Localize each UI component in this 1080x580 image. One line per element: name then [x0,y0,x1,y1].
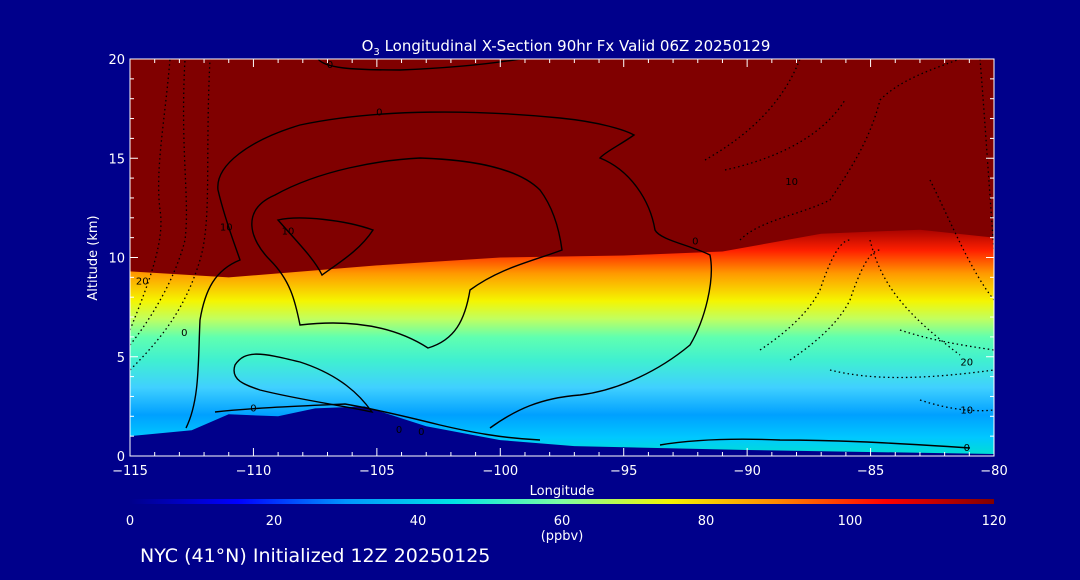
colorbar-tick-label: 0 [126,514,134,529]
colorbar-units: (ppbv) [541,529,584,544]
contour-inner [251,157,563,349]
colorbar-tick-label: 20 [266,514,283,529]
y-tick-label: 0 [117,450,125,465]
plot-area: 0 0 0 10 10 20 0 0 0 0 10 20 10 0 [130,59,994,456]
contour-label: 10 [960,405,973,416]
colorbar-tick-label: 80 [698,514,715,529]
colorbar-ticks: 0 20 40 60 80 100 120 [126,514,1007,529]
contour-label: 0 [396,425,402,436]
contour-east-surface [659,438,971,449]
contour-east-d [759,239,851,351]
contour-west-30 [130,59,211,371]
chart-title: O3 Longitudinal X-Section 90hr Fx Valid … [362,37,771,58]
contour-east-e [789,249,881,361]
x-tick-label: −105 [359,464,395,479]
x-axis: −115 −110 −105 −100 −95 −90 −85 −80 [112,59,1008,479]
y-axis-label: Altitude (km) [86,215,101,300]
x-axis-label: Longitude [530,484,595,499]
contour-label: 20 [960,358,973,369]
x-tick-label: −80 [980,464,1007,479]
contour-east-i [869,239,961,356]
contour-lines-solid [185,59,971,449]
y-tick-label: 20 [108,53,125,68]
contour-label: 10 [282,227,295,238]
contour-east-h [899,329,994,351]
contour-east-b [724,99,846,171]
y-tick-label: 5 [117,351,125,366]
contour-east-c [739,59,961,241]
y-tick-label: 15 [108,152,125,167]
colorbar-tick-label: 40 [410,514,427,529]
contour-tongue [276,217,375,277]
contour-label: 0 [376,108,382,119]
x-tick-label: −115 [112,464,148,479]
contour-label: 10 [220,223,233,234]
title-subscript: 3 [373,47,379,58]
contour-label: 20 [136,276,149,287]
terrain-mask [130,406,994,456]
contour-lower [233,353,374,414]
contour-label: 0 [327,60,333,71]
contour-label: 0 [250,403,256,414]
contour-outer [185,111,712,429]
contour-label: 0 [418,427,424,438]
x-tick-label: −85 [857,464,884,479]
x-tick-label: −95 [610,464,637,479]
colorbar [130,499,994,504]
y-tick-label: 10 [108,252,125,267]
contour-top [317,59,521,71]
y-axis: 0 5 10 15 20 [108,53,994,465]
title-suffix: Longitudinal X-Section 90hr Fx Valid 06Z… [380,37,771,55]
contour-east-f [829,369,994,379]
contour-label: 10 [785,177,798,188]
footer-caption: NYC (41°N) Initialized 12Z 20250125 [140,545,490,567]
contour-label: 0 [964,443,970,454]
contour-label: 0 [692,237,698,248]
colorbar-tick-label: 120 [982,514,1007,529]
title-prefix: O [362,37,374,55]
contour-surface [214,403,541,441]
colorbar-tick-label: 100 [838,514,863,529]
contour-lines-dotted [130,59,994,412]
contour-label: 0 [181,328,187,339]
contour-labels: 0 0 0 10 10 20 0 0 0 0 10 20 10 0 [136,60,973,454]
contour-west-20 [130,59,188,346]
x-tick-label: −90 [733,464,760,479]
contour-west-10 [130,59,171,331]
colorbar-tick-label: 60 [554,514,571,529]
x-tick-label: −100 [482,464,518,479]
x-tick-label: −110 [236,464,272,479]
contour-east-a [704,59,801,161]
contour-east-j [929,179,994,301]
